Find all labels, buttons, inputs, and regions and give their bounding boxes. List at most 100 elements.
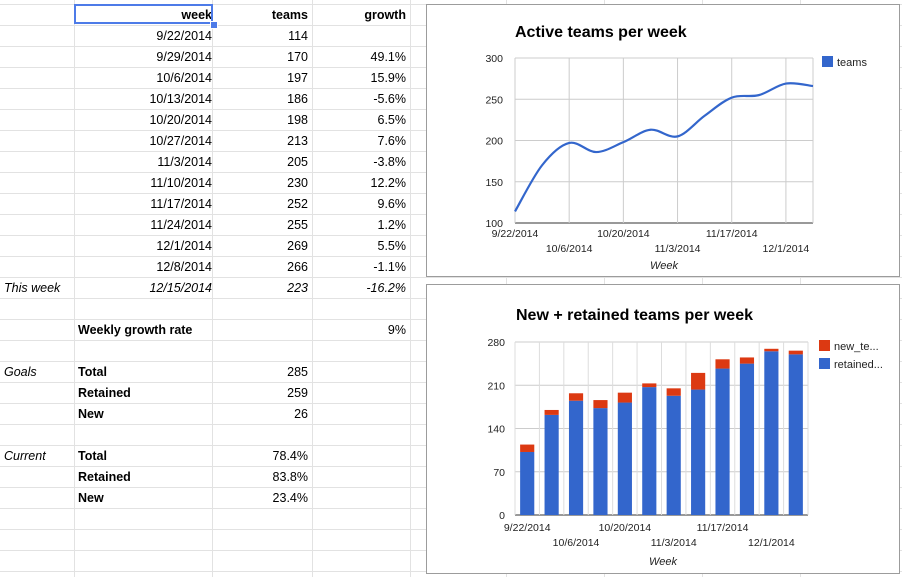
- cell-teams[interactable]: 205: [287, 155, 308, 169]
- goals-retained-value[interactable]: 259: [287, 386, 308, 400]
- header-teams[interactable]: teams: [271, 8, 308, 22]
- cell-growth[interactable]: 49.1%: [370, 50, 406, 64]
- cell-teams[interactable]: 186: [287, 92, 308, 106]
- y-tick-label: 150: [485, 177, 503, 189]
- cell-growth[interactable]: -5.6%: [373, 92, 406, 106]
- weekly-growth-value[interactable]: 9%: [387, 323, 406, 337]
- bar-retained[interactable]: [788, 354, 803, 515]
- x-tick-label: 11/17/2014: [706, 228, 758, 240]
- cell-week[interactable]: 10/27/2014: [149, 134, 212, 148]
- goals-new-value[interactable]: 26: [294, 407, 308, 421]
- y-tick-label: 300: [485, 53, 503, 65]
- cell-growth[interactable]: 9.6%: [377, 197, 407, 211]
- bar-new-teams[interactable]: [764, 348, 779, 352]
- cell-teams[interactable]: 197: [287, 71, 308, 85]
- current-total-label[interactable]: Total: [78, 449, 107, 463]
- cell-teams[interactable]: 266: [287, 260, 308, 274]
- this-week-teams[interactable]: 223: [287, 281, 308, 295]
- goals-label[interactable]: Goals: [4, 365, 37, 379]
- cell-week[interactable]: 11/17/2014: [150, 197, 212, 211]
- fill-handle[interactable]: [210, 21, 218, 29]
- bar-retained[interactable]: [593, 408, 608, 515]
- this-week-date[interactable]: 12/15/2014: [149, 281, 212, 295]
- this-week-label[interactable]: This week: [4, 281, 61, 295]
- current-retained-label[interactable]: Retained: [78, 470, 131, 484]
- cell-growth[interactable]: -3.8%: [373, 155, 406, 169]
- cell-week[interactable]: 11/10/2014: [150, 176, 212, 190]
- bar-retained[interactable]: [691, 389, 706, 515]
- bar-new-teams[interactable]: [691, 372, 706, 390]
- bar-new-teams[interactable]: [666, 388, 681, 396]
- cell-week[interactable]: 10/6/2014: [156, 71, 212, 85]
- goals-new-label[interactable]: New: [78, 407, 104, 421]
- teams-series-line[interactable]: [514, 82, 814, 213]
- cell-week[interactable]: 10/20/2014: [149, 113, 212, 127]
- cell-week[interactable]: 9/22/2014: [156, 29, 212, 43]
- cell-teams[interactable]: 230: [287, 176, 308, 190]
- bar-new-teams[interactable]: [642, 383, 657, 388]
- bar-new-teams[interactable]: [520, 444, 535, 452]
- current-new-label[interactable]: New: [78, 491, 104, 505]
- bar-new-teams[interactable]: [715, 359, 730, 369]
- bar-retained[interactable]: [568, 400, 584, 515]
- legend-label-teams: teams: [837, 57, 867, 69]
- bar-retained[interactable]: [617, 402, 632, 515]
- cell-growth[interactable]: [312, 25, 406, 46]
- cell-week[interactable]: 9/29/2014: [156, 50, 212, 64]
- cell-week[interactable]: 11/24/2014: [150, 218, 212, 232]
- cell-growth[interactable]: 12.2%: [370, 176, 406, 190]
- cell-week[interactable]: 11/3/2014: [157, 155, 212, 169]
- x-tick-label: 12/1/2014: [763, 243, 810, 255]
- this-week-growth[interactable]: -16.2%: [366, 281, 406, 295]
- cell-growth[interactable]: 5.5%: [377, 239, 407, 253]
- current-retained-value[interactable]: 83.8%: [272, 470, 308, 484]
- cell-growth[interactable]: 1.2%: [377, 218, 407, 232]
- cell-growth[interactable]: 6.5%: [377, 113, 407, 127]
- bar-retained[interactable]: [666, 395, 681, 515]
- cell-growth[interactable]: 7.6%: [377, 134, 407, 148]
- header-week[interactable]: week: [181, 8, 212, 22]
- bar-retained[interactable]: [739, 363, 755, 515]
- bar-retained[interactable]: [764, 351, 779, 515]
- cell-teams[interactable]: 170: [287, 50, 308, 64]
- bar-new-teams[interactable]: [788, 350, 803, 355]
- legend-swatch-new-teams: [819, 340, 830, 351]
- cell-teams[interactable]: 255: [287, 218, 308, 232]
- bar-new-teams[interactable]: [593, 400, 608, 409]
- y-axis-ticks: 0 70 140 210 280: [487, 337, 505, 522]
- cell-teams[interactable]: 269: [287, 239, 308, 253]
- legend-label-new-teams: new_te...: [834, 341, 879, 353]
- cell-teams[interactable]: 114: [288, 29, 308, 43]
- bar-new-teams[interactable]: [617, 392, 632, 403]
- goals-total-value[interactable]: 285: [287, 365, 308, 379]
- bar-new-teams[interactable]: [739, 357, 755, 364]
- active-teams-chart-svg: Active teams per week 100 150 200 250 300 9/…: [485, 24, 867, 272]
- new-retained-chart[interactable]: New + retained teams per week 0 70 140 210 2…: [426, 284, 900, 574]
- bar-retained[interactable]: [520, 451, 535, 515]
- cell-week[interactable]: 12/1/2014: [156, 239, 212, 253]
- cell-week[interactable]: 12/8/2014: [156, 260, 212, 274]
- header-growth[interactable]: growth: [364, 8, 406, 22]
- legend-swatch-teams: [822, 56, 833, 67]
- weekly-growth-label[interactable]: Weekly growth rate: [78, 323, 193, 337]
- cell-growth[interactable]: 15.9%: [370, 71, 406, 85]
- cell-teams[interactable]: 252: [287, 197, 308, 211]
- cell-growth[interactable]: -1.1%: [373, 260, 406, 274]
- active-teams-chart[interactable]: Active teams per week 100 150 200 250 300 9/…: [426, 4, 900, 277]
- current-label[interactable]: Current: [4, 449, 46, 463]
- goals-retained-label[interactable]: Retained: [78, 386, 131, 400]
- bar-new-teams[interactable]: [568, 393, 584, 401]
- current-new-value[interactable]: 23.4%: [272, 491, 308, 505]
- current-total-value[interactable]: 78.4%: [272, 449, 308, 463]
- selected-cell-outline[interactable]: [74, 4, 213, 24]
- cell-teams[interactable]: 213: [287, 134, 308, 148]
- bar-retained[interactable]: [715, 368, 730, 515]
- cell-teams[interactable]: 198: [287, 113, 308, 127]
- cell-week[interactable]: 10/13/2014: [149, 92, 212, 106]
- y-axis-ticks: 100 150 200 250 300: [485, 53, 503, 230]
- goals-total-label[interactable]: Total: [78, 365, 107, 379]
- bar-new-teams[interactable]: [544, 409, 559, 415]
- x-tick-label: 10/20/2014: [599, 522, 652, 534]
- bar-retained[interactable]: [544, 414, 559, 515]
- bar-retained[interactable]: [642, 387, 657, 515]
